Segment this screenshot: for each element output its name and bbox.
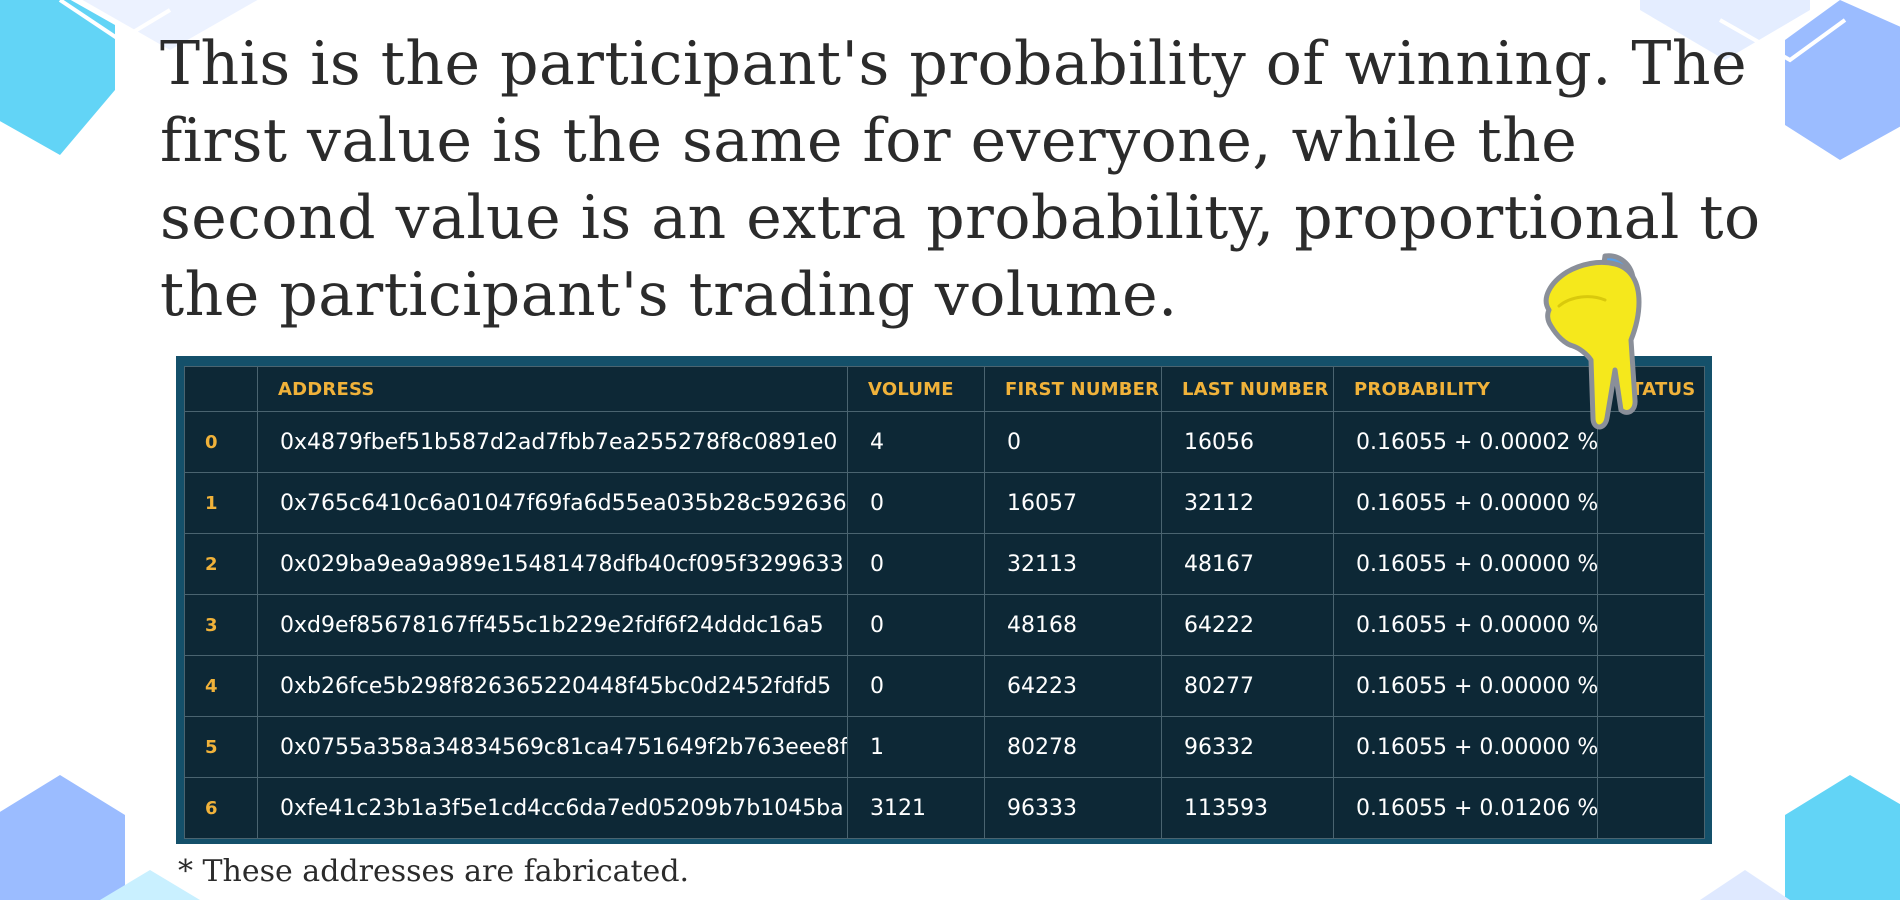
status-cell (1597, 655, 1705, 717)
volume-cell: 0 (847, 594, 985, 656)
row-index: 5 (184, 716, 258, 778)
table-row: 5 0x0755a358a34834569c81ca4751649f2b763e… (184, 716, 1705, 778)
row-index: 2 (184, 533, 258, 595)
first-number-cell: 16057 (984, 472, 1162, 534)
address-cell[interactable]: 0x0755a358a34834569c81ca4751649f2b763eee… (257, 716, 848, 778)
volume-cell: 3121 (847, 777, 985, 839)
volume-cell: 0 (847, 472, 985, 534)
first-number-cell: 32113 (984, 533, 1162, 595)
address-cell[interactable]: 0xfe41c23b1a3f5e1cd4cc6da7ed05209b7b1045… (257, 777, 848, 839)
last-number-cell: 113593 (1161, 777, 1334, 839)
table-row: 3 0xd9ef85678167ff455c1b229e2fdf6f24dddc… (184, 594, 1705, 656)
row-index: 3 (184, 594, 258, 656)
participants-table-panel: ADDRESS VOLUME FIRST NUMBER LAST NUMBER … (176, 356, 1712, 844)
row-index: 4 (184, 655, 258, 717)
address-cell[interactable]: 0xd9ef85678167ff455c1b229e2fdf6f24dddc16… (257, 594, 848, 656)
disclaimer-footnote: * These addresses are fabricated. (178, 854, 690, 889)
first-number-cell: 0 (984, 411, 1162, 473)
table-row: 2 0x029ba9ea9a989e15481478dfb40cf095f329… (184, 533, 1705, 595)
last-number-cell: 32112 (1161, 472, 1334, 534)
status-cell (1597, 777, 1705, 839)
first-number-cell: 96333 (984, 777, 1162, 839)
address-cell[interactable]: 0xb26fce5b298f826365220448f45bc0d2452fdf… (257, 655, 848, 717)
column-header-probability[interactable]: PROBABILITY (1333, 366, 1598, 412)
first-number-cell: 48168 (984, 594, 1162, 656)
probability-cell: 0.16055 + 0.00002 % (1333, 411, 1598, 473)
status-cell (1597, 472, 1705, 534)
probability-cell: 0.16055 + 0.00000 % (1333, 472, 1598, 534)
column-header-volume[interactable]: VOLUME (847, 366, 985, 412)
table-header-row: ADDRESS VOLUME FIRST NUMBER LAST NUMBER … (184, 366, 1705, 412)
explanation-heading: This is the participant's probability of… (160, 29, 1761, 330)
last-number-cell: 80277 (1161, 655, 1334, 717)
address-cell[interactable]: 0x4879fbef51b587d2ad7fbb7ea255278f8c0891… (257, 411, 848, 473)
last-number-cell: 16056 (1161, 411, 1334, 473)
probability-cell: 0.16055 + 0.00000 % (1333, 716, 1598, 778)
last-number-cell: 48167 (1161, 533, 1334, 595)
first-number-cell: 80278 (984, 716, 1162, 778)
participants-table: ADDRESS VOLUME FIRST NUMBER LAST NUMBER … (184, 366, 1705, 839)
status-cell (1597, 594, 1705, 656)
table-row: 0 0x4879fbef51b587d2ad7fbb7ea255278f8c08… (184, 411, 1705, 473)
column-header-index (184, 366, 258, 412)
status-cell (1597, 716, 1705, 778)
probability-cell: 0.16055 + 0.01206 % (1333, 777, 1598, 839)
table-row: 6 0xfe41c23b1a3f5e1cd4cc6da7ed05209b7b10… (184, 777, 1705, 839)
address-cell[interactable]: 0x029ba9ea9a989e15481478dfb40cf095f32996… (257, 533, 848, 595)
column-header-address[interactable]: ADDRESS (257, 366, 848, 412)
volume-cell: 0 (847, 655, 985, 717)
volume-cell: 0 (847, 533, 985, 595)
column-header-last-number[interactable]: LAST NUMBER (1161, 366, 1334, 412)
volume-cell: 1 (847, 716, 985, 778)
column-header-first-number[interactable]: FIRST NUMBER (984, 366, 1162, 412)
row-index: 0 (184, 411, 258, 473)
row-index: 6 (184, 777, 258, 839)
last-number-cell: 96332 (1161, 716, 1334, 778)
probability-cell: 0.16055 + 0.00000 % (1333, 533, 1598, 595)
table-row: 4 0xb26fce5b298f826365220448f45bc0d2452f… (184, 655, 1705, 717)
first-number-cell: 64223 (984, 655, 1162, 717)
volume-cell: 4 (847, 411, 985, 473)
probability-cell: 0.16055 + 0.00000 % (1333, 655, 1598, 717)
pointing-hand-icon (1543, 253, 1642, 430)
row-index: 1 (184, 472, 258, 534)
last-number-cell: 64222 (1161, 594, 1334, 656)
status-cell (1597, 533, 1705, 595)
address-cell[interactable]: 0x765c6410c6a01047f69fa6d55ea035b28c5926… (257, 472, 848, 534)
table-row: 1 0x765c6410c6a01047f69fa6d55ea035b28c59… (184, 472, 1705, 534)
probability-cell: 0.16055 + 0.00000 % (1333, 594, 1598, 656)
